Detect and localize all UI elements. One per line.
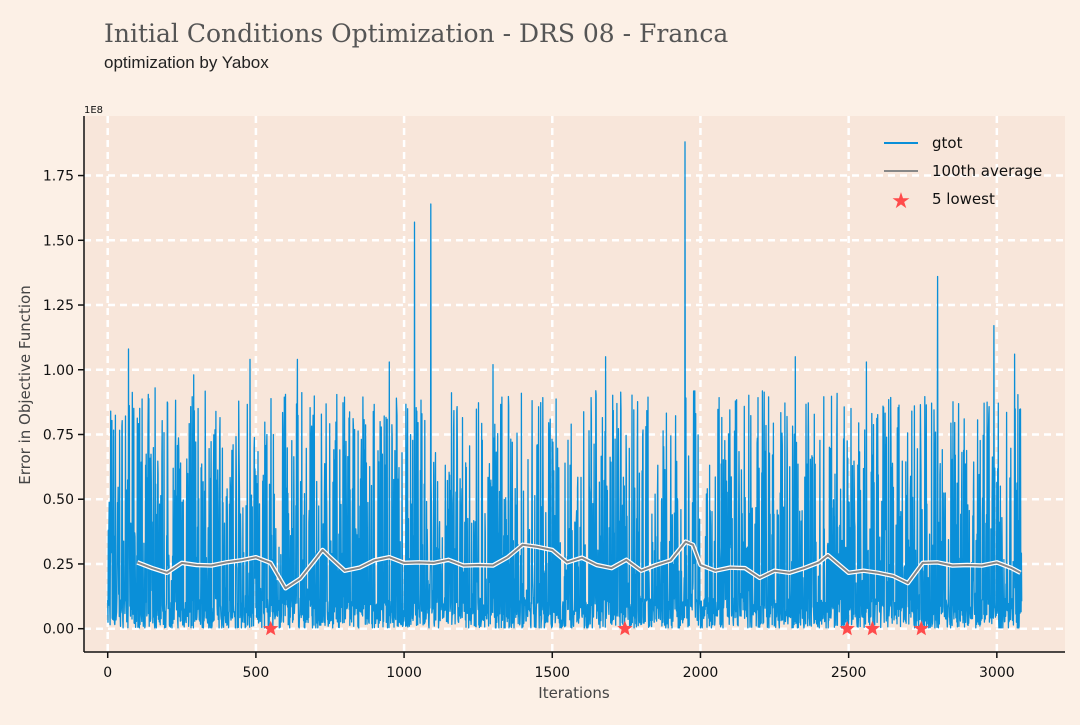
x-tick-label: 3000 [979, 665, 1015, 681]
legend: gtot 100th average ★ 5 lowest [884, 134, 1042, 214]
axes [78, 116, 1065, 658]
y-tick-label: 0.00 [43, 622, 74, 638]
x-tick-label: 0 [103, 665, 112, 681]
lowest-star-marker [864, 620, 880, 636]
y-tick-label: 0.75 [43, 427, 74, 443]
x-tick-label: 1000 [386, 665, 422, 681]
y-tick-label: 1.00 [43, 363, 74, 379]
y-tick-label: 1.50 [43, 233, 74, 249]
x-tick-label: 2000 [683, 665, 719, 681]
x-axis-label: Iterations [538, 684, 610, 702]
series-100th-average [136, 539, 1022, 591]
chart-title: Initial Conditions Optimization - DRS 08… [104, 19, 728, 48]
y-tick-label: 0.50 [43, 492, 74, 508]
x-tick-label: 1500 [534, 665, 570, 681]
grid-lines [84, 116, 1065, 652]
gtot-line [107, 141, 1023, 629]
lowest-star-marker [913, 620, 929, 636]
legend-label-gtot: gtot [932, 134, 963, 152]
series-5-lowest [263, 620, 929, 636]
lowest-star-marker [617, 620, 633, 636]
y-exponent-label: 1E8 [84, 105, 103, 116]
y-tick-label: 1.75 [43, 169, 74, 185]
legend-swatch-star-icon: ★ [891, 189, 911, 214]
x-tick-label: 2500 [831, 665, 867, 681]
legend-label-5-lowest: 5 lowest [932, 190, 995, 208]
lowest-star-marker [263, 620, 279, 636]
chart-subtitle: optimization by Yabox [104, 53, 269, 72]
tick-labels: 0 500 1000 1500 2000 2500 3000 0.00 0.25 0.50 0.75… [43, 169, 1015, 681]
y-axis-label: Error in Objective Function [16, 285, 34, 484]
y-tick-label: 1.25 [43, 298, 74, 314]
legend-label-average: 100th average [932, 162, 1042, 180]
average-line [136, 540, 1021, 590]
x-tick-label: 500 [243, 665, 270, 681]
y-tick-label: 0.25 [43, 557, 74, 573]
lowest-star-marker [839, 620, 855, 636]
series-gtot [107, 141, 1023, 629]
